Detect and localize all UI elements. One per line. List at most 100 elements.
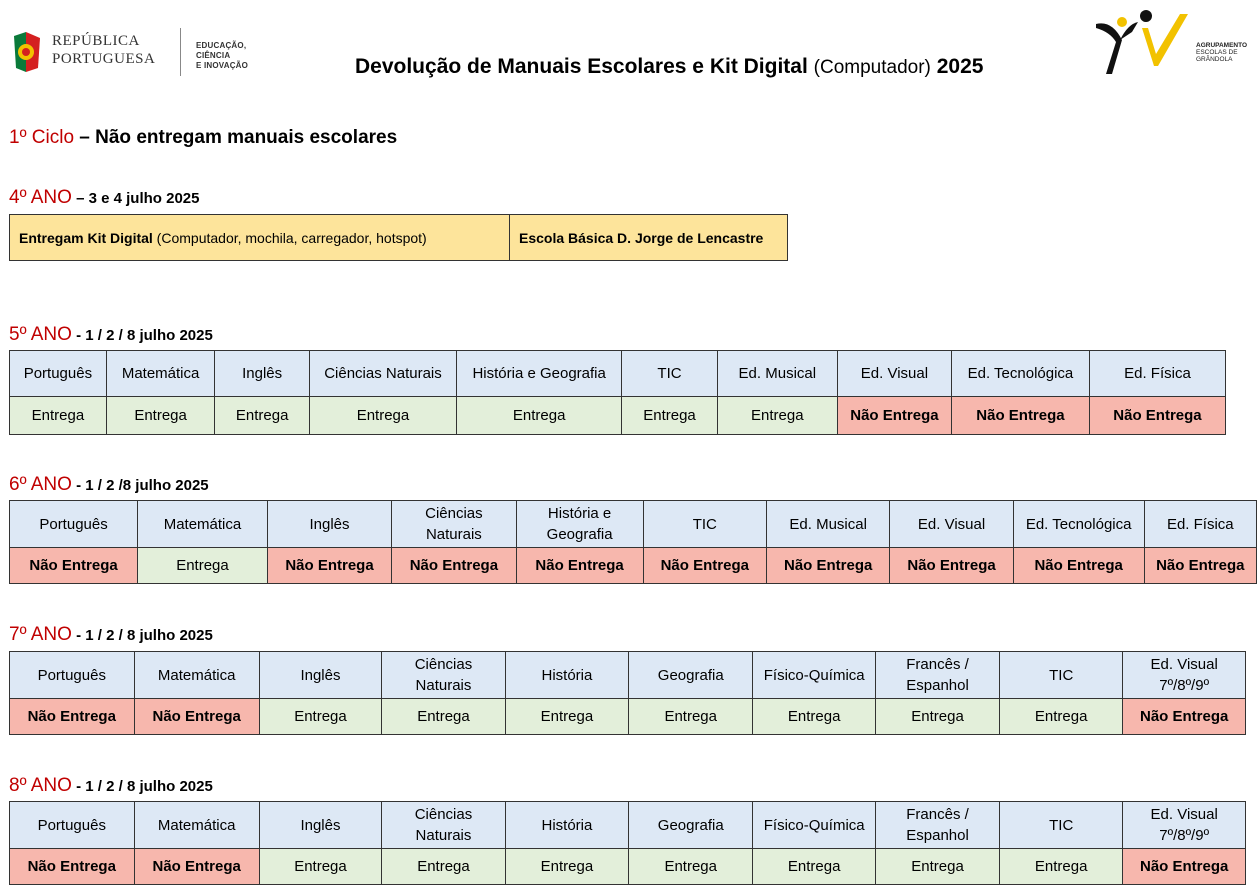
status-cell: Não Entrega [9, 848, 135, 885]
status-cell: Entrega [716, 396, 838, 435]
status-cell: Entrega [308, 396, 458, 435]
ano8-dates: - 1 / 2 / 8 julho 2025 [71, 778, 213, 795]
portugal-emblem-icon [14, 32, 40, 72]
status-cell: Não Entrega [266, 547, 393, 584]
status-cell: Entrega [381, 698, 506, 735]
kit-cell: Entregam Kit Digital (Computador, mochil… [9, 214, 510, 261]
subject-cell: Ciências Naturais [391, 500, 517, 548]
status-cell: Não Entrega [1088, 396, 1227, 435]
subject-cell: Ed. Musical [716, 350, 838, 397]
subject-cell: Ciências Naturais [308, 350, 458, 397]
subject-cell: Ed. Visual [889, 500, 1014, 548]
school-cell: Escola Básica D. Jorge de Lencastre [509, 214, 788, 261]
status-cell: Entrega [999, 698, 1124, 735]
status-row: Não Entrega Não Entrega Entrega Entrega Entr… [9, 698, 1246, 735]
subject-cell: Português [9, 651, 135, 699]
status-cell: Não Entrega [765, 547, 891, 584]
subject-row: Português Matemática Inglês Ciências Natura… [8, 500, 1257, 548]
status-cell: Entrega [504, 848, 630, 885]
ano5-heading: 5º ANO - 1 / 2 / 8 julho 2025 [9, 324, 213, 346]
status-cell: Não Entrega [642, 547, 767, 584]
status-row: Entrega Entrega Entrega Entrega Entrega Entre… [9, 396, 1227, 435]
table-row: Entregam Kit Digital (Computador, mochil… [9, 214, 788, 261]
subject-cell: Matemática [133, 651, 260, 699]
subject-cell: TIC [999, 651, 1124, 699]
subject-cell: Inglês [258, 651, 383, 699]
status-cell: Entrega [258, 698, 383, 735]
subject-cell: Ed. Musical [765, 500, 891, 548]
ano5-table: Português Matemática Inglês Ciências Natura… [9, 350, 1227, 435]
subject-cell: Geografia [628, 651, 754, 699]
government-logo: REPÚBLICA PORTUGUESA EDUCAÇÃO, CIÊNCIA E… [10, 28, 280, 80]
school-logo-line2: ESCOLAS DE GRÂNDOLA [1196, 49, 1238, 63]
subject-cell: Ed. Visual 7º/8º/9º [1122, 651, 1246, 699]
ciclo1-heading: 1º Ciclo – Não entregam manuais escolare… [9, 127, 397, 149]
status-cell: Entrega [214, 396, 310, 435]
subject-cell: TIC [999, 801, 1124, 849]
subject-cell: TIC [621, 350, 718, 397]
status-cell: Entrega [105, 396, 216, 435]
status-cell: Entrega [874, 698, 1001, 735]
ano5-label: 5º ANO [9, 324, 72, 345]
status-cell: Não Entrega [133, 698, 260, 735]
ano4-dates: – 3 e 4 julho 2025 [71, 190, 200, 207]
ano8-table: Português Matemática Inglês Ciências Natura… [9, 801, 1246, 885]
page-title: Devolução de Manuais Escolares e Kit Dig… [355, 55, 983, 79]
status-cell: Não Entrega [515, 547, 644, 584]
edu-line1: EDUCAÇÃO, CIÊNCIA [196, 41, 247, 60]
ano6-table: Português Matemática Inglês Ciências Natura… [8, 500, 1257, 584]
status-cell: Entrega [752, 698, 876, 735]
school-logo: AGRUPAMENTO ESCOLAS DE GRÂNDOLA [1092, 10, 1257, 80]
status-cell: Não Entrega [1122, 848, 1246, 885]
subject-cell: TIC [642, 500, 767, 548]
status-cell: Entrega [456, 396, 623, 435]
ano7-label: 7º ANO [9, 624, 72, 645]
status-cell: Entrega [258, 848, 383, 885]
republica-portuguesa-text: REPÚBLICA PORTUGUESA [52, 32, 155, 68]
status-cell: Entrega [381, 848, 506, 885]
status-cell: Entrega [137, 547, 268, 584]
subject-cell: Francês / Espanhol [874, 651, 1001, 699]
gov-line1: REPÚBLICA [52, 33, 140, 49]
ano7-heading: 7º ANO - 1 / 2 / 8 julho 2025 [9, 624, 213, 646]
title-paren: (Computador) [813, 57, 931, 78]
ano6-dates: - 1 / 2 /8 julho 2025 [71, 477, 209, 494]
status-row: Não Entrega Não Entrega Entrega Entrega Entr… [9, 848, 1246, 885]
status-cell: Entrega [621, 396, 718, 435]
status-cell: Entrega [628, 848, 754, 885]
ano4-heading: 4º ANO – 3 e 4 julho 2025 [9, 187, 200, 209]
status-cell: Não Entrega [133, 848, 260, 885]
subject-cell: História [504, 651, 630, 699]
subject-cell: Ed. Tecnológica [950, 350, 1090, 397]
kit-rest: (Computador, mochila, carregador, hotspo… [152, 229, 427, 246]
subject-cell: Ed. Visual 7º/8º/9º [1122, 801, 1246, 849]
subject-cell: Ed. Tecnológica [1012, 500, 1145, 548]
ano7-table: Português Matemática Inglês Ciências Natura… [9, 651, 1246, 735]
subject-cell: Inglês [258, 801, 383, 849]
ano8-heading: 8º ANO - 1 / 2 / 8 julho 2025 [9, 775, 213, 797]
subject-cell: História e Geografia [515, 500, 644, 548]
school-logo-text: AGRUPAMENTO ESCOLAS DE GRÂNDOLA [1196, 42, 1257, 63]
status-cell: Entrega [752, 848, 876, 885]
ano8-label: 8º ANO [9, 775, 72, 796]
subject-cell: Português [8, 500, 139, 548]
ano6-heading: 6º ANO - 1 / 2 /8 julho 2025 [9, 474, 209, 496]
subject-cell: Ed. Física [1143, 500, 1257, 548]
ano6-label: 6º ANO [9, 474, 72, 495]
subject-row: Português Matemática Inglês Ciências Natura… [9, 350, 1227, 397]
title-main: Devolução de Manuais Escolares e Kit Dig… [355, 55, 808, 78]
edu-line2: E INOVAÇÃO [196, 61, 249, 70]
divider [180, 28, 181, 76]
status-cell: Não Entrega [9, 698, 135, 735]
status-cell: Não Entrega [1143, 547, 1257, 584]
ciclo1-label: 1º Ciclo [9, 127, 75, 148]
subject-row: Português Matemática Inglês Ciências Natura… [9, 651, 1246, 699]
subject-cell: Ed. Física [1088, 350, 1227, 397]
school-logo-line1: AGRUPAMENTO [1196, 42, 1248, 49]
subject-cell: Português [9, 350, 107, 397]
status-cell: Entrega [999, 848, 1124, 885]
gov-line2: PORTUGUESA [52, 51, 156, 67]
status-cell: Não Entrega [889, 547, 1014, 584]
school-logo-icon [1096, 10, 1188, 74]
status-cell: Não Entrega [1122, 698, 1246, 735]
